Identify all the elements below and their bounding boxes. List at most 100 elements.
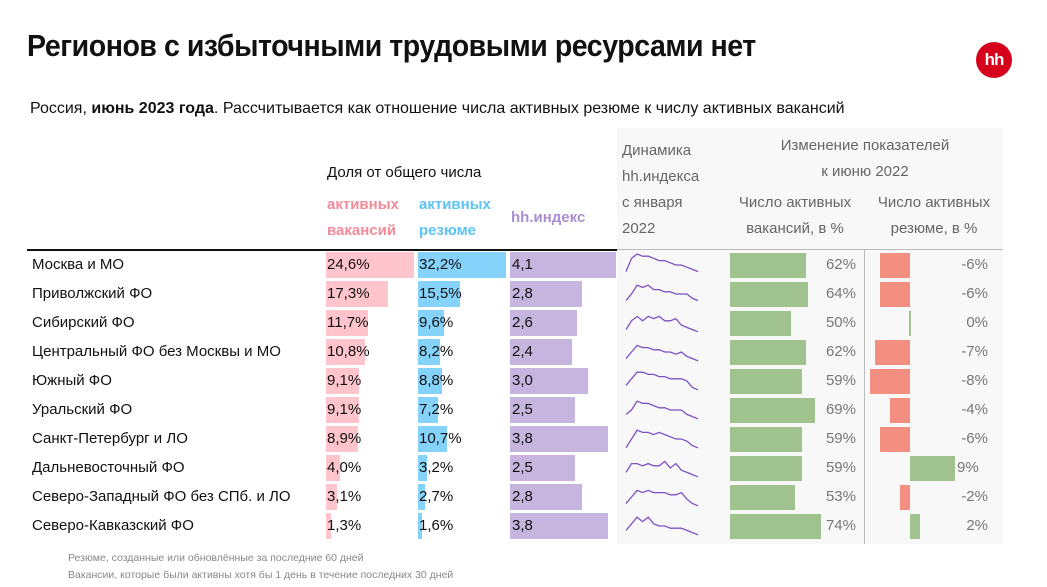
resume-share-bar xyxy=(418,426,448,452)
resume-share-bar xyxy=(418,252,506,278)
header-change-line1: Изменение показателей xyxy=(780,137,950,154)
resume-share-value: 3,2% xyxy=(419,459,454,476)
header-res-change-line1: Число активных xyxy=(877,194,991,211)
subtitle-rest: . Рассчитывается как отношение числа акт… xyxy=(213,100,845,117)
hh-index-sparkline xyxy=(625,400,699,420)
hh-index-value: 3,8 xyxy=(512,517,533,534)
header-res-change: Число активных резюме, в % xyxy=(868,190,1000,242)
table-row: Дальневосточный ФО 4,0% 3,2% 2,5 59% 9% xyxy=(0,454,1047,483)
hh-index-value: 3,8 xyxy=(512,430,533,447)
header-resumes-line2: резюме xyxy=(419,222,477,239)
hh-index-value: 4,1 xyxy=(512,256,533,273)
vacancy-share-bar xyxy=(326,513,331,539)
resume-change-bar xyxy=(870,369,910,394)
vacancy-change-bar xyxy=(730,311,792,336)
page-title: Регионов с избыточными трудовыми ресурса… xyxy=(27,28,756,63)
vacancy-share-bar xyxy=(326,397,359,423)
vacancy-change-value: 64% xyxy=(825,285,856,302)
resume-share-value: 2,7% xyxy=(419,488,454,505)
header-dynamics-line4: 2022 xyxy=(622,220,656,237)
table-row: Центральный ФО без Москвы и МО 10,8% 8,2% 2… xyxy=(0,338,1047,367)
resume-share-value: 8,2% xyxy=(419,343,454,360)
sparkline-path xyxy=(625,284,699,302)
resume-share-bar xyxy=(418,281,461,307)
hh-logo: hh xyxy=(976,42,1012,78)
resume-change-bar xyxy=(900,485,910,510)
vacancy-change-bar xyxy=(730,282,809,307)
sparkline-path xyxy=(625,489,699,507)
region-label: Приволжский ФО xyxy=(32,285,153,302)
vacancy-change-bar xyxy=(730,456,803,481)
vacancy-change-value: 62% xyxy=(825,256,856,273)
vacancy-change-value: 62% xyxy=(825,343,856,360)
vacancy-share-bar xyxy=(326,455,341,481)
header-dynamics-line3: с января xyxy=(622,194,683,211)
vacancy-share-bar xyxy=(326,252,414,278)
hh-index-sparkline xyxy=(625,460,699,478)
vacancy-change-bar xyxy=(730,485,795,510)
resume-change-bar xyxy=(880,427,910,452)
resume-share-bar xyxy=(418,310,445,336)
vacancy-share-bar xyxy=(326,281,388,307)
sparkline-path xyxy=(625,344,699,362)
hh-index-sparkline xyxy=(625,516,699,536)
footnote-vacancies: Вакансии, которые были активны хотя бы 1… xyxy=(68,569,454,581)
vacancy-change-value: 59% xyxy=(825,430,856,447)
hh-index-sparkline xyxy=(625,315,699,333)
header-vacancies-line2: вакансий xyxy=(327,222,397,239)
vacancy-share-value: 24,6% xyxy=(327,256,370,273)
region-label: Сибирский ФО xyxy=(32,314,135,331)
resume-share-bar xyxy=(418,484,426,510)
resume-share-bar xyxy=(418,368,443,394)
vacancy-change-bar xyxy=(730,369,803,394)
sparkline-path xyxy=(625,400,699,420)
hh-index-sparkline xyxy=(625,344,699,362)
sparkline-path xyxy=(625,460,699,478)
header-vacancies-line1: активных xyxy=(327,196,399,213)
resume-change-bar xyxy=(890,398,910,423)
header-vac-change-line2: вакансий, в % xyxy=(746,220,844,237)
resume-change-bar xyxy=(875,340,910,365)
vacancy-share-bar xyxy=(326,484,338,510)
vacancy-share-bar xyxy=(326,339,365,365)
resume-share-value: 9,6% xyxy=(419,314,454,331)
hh-index-value: 2,5 xyxy=(512,401,533,418)
sparkline-path xyxy=(625,253,699,273)
sparkline-path xyxy=(625,429,699,449)
resume-change-value: -4% xyxy=(961,401,988,418)
header-hh-index: hh.индекс xyxy=(511,209,586,226)
header-vac-change: Число активных вакансий, в % xyxy=(730,190,860,242)
vacancy-share-value: 11,7% xyxy=(327,314,369,331)
hh-index-bar xyxy=(510,455,575,481)
resume-share-bar xyxy=(418,455,427,481)
resume-change-value: 0% xyxy=(966,314,988,331)
vacancy-change-bar xyxy=(730,514,821,539)
hh-index-bar xyxy=(510,339,573,365)
vacancy-share-value: 9,1% xyxy=(327,372,362,389)
vacancy-share-bar xyxy=(326,368,359,394)
header-share: Доля от общего числа xyxy=(327,164,482,181)
hh-index-sparkline xyxy=(625,489,699,507)
hh-index-bar xyxy=(510,281,583,307)
table-row: Санкт-Петербург и ЛО 8,9% 10,7% 3,8 59% -6% xyxy=(0,425,1047,454)
header-res-change-line2: резюме, в % xyxy=(890,220,978,237)
vacancy-change-value: 59% xyxy=(825,372,856,389)
header-divider xyxy=(27,249,617,251)
table-row: Приволжский ФО 17,3% 15,5% 2,8 64% -6% xyxy=(0,280,1047,309)
vacancy-change-value: 50% xyxy=(825,314,856,331)
resume-change-value: -7% xyxy=(961,343,988,360)
header-dynamics: Динамика hh.индекса с января 2022 xyxy=(622,138,699,242)
vacancy-share-value: 10,8% xyxy=(327,343,370,360)
resume-change-bar xyxy=(910,456,955,481)
resume-share-value: 15,5% xyxy=(419,285,462,302)
sparkline-path xyxy=(625,516,699,536)
vacancy-share-bar xyxy=(326,310,368,336)
zero-axis-line xyxy=(864,250,865,544)
table-row: Москва и МО 24,6% 32,2% 4,1 62% -6% xyxy=(0,251,1047,280)
hh-index-value: 2,8 xyxy=(512,488,533,505)
header-vac-change-line1: Число активных xyxy=(738,194,852,211)
resume-share-value: 10,7% xyxy=(419,430,462,447)
region-label: Северо-Западный ФО без СПб. и ЛО xyxy=(32,488,291,505)
header-change: Изменение показателей к июню 2022 xyxy=(730,133,1000,185)
resume-change-value: -6% xyxy=(961,256,988,273)
